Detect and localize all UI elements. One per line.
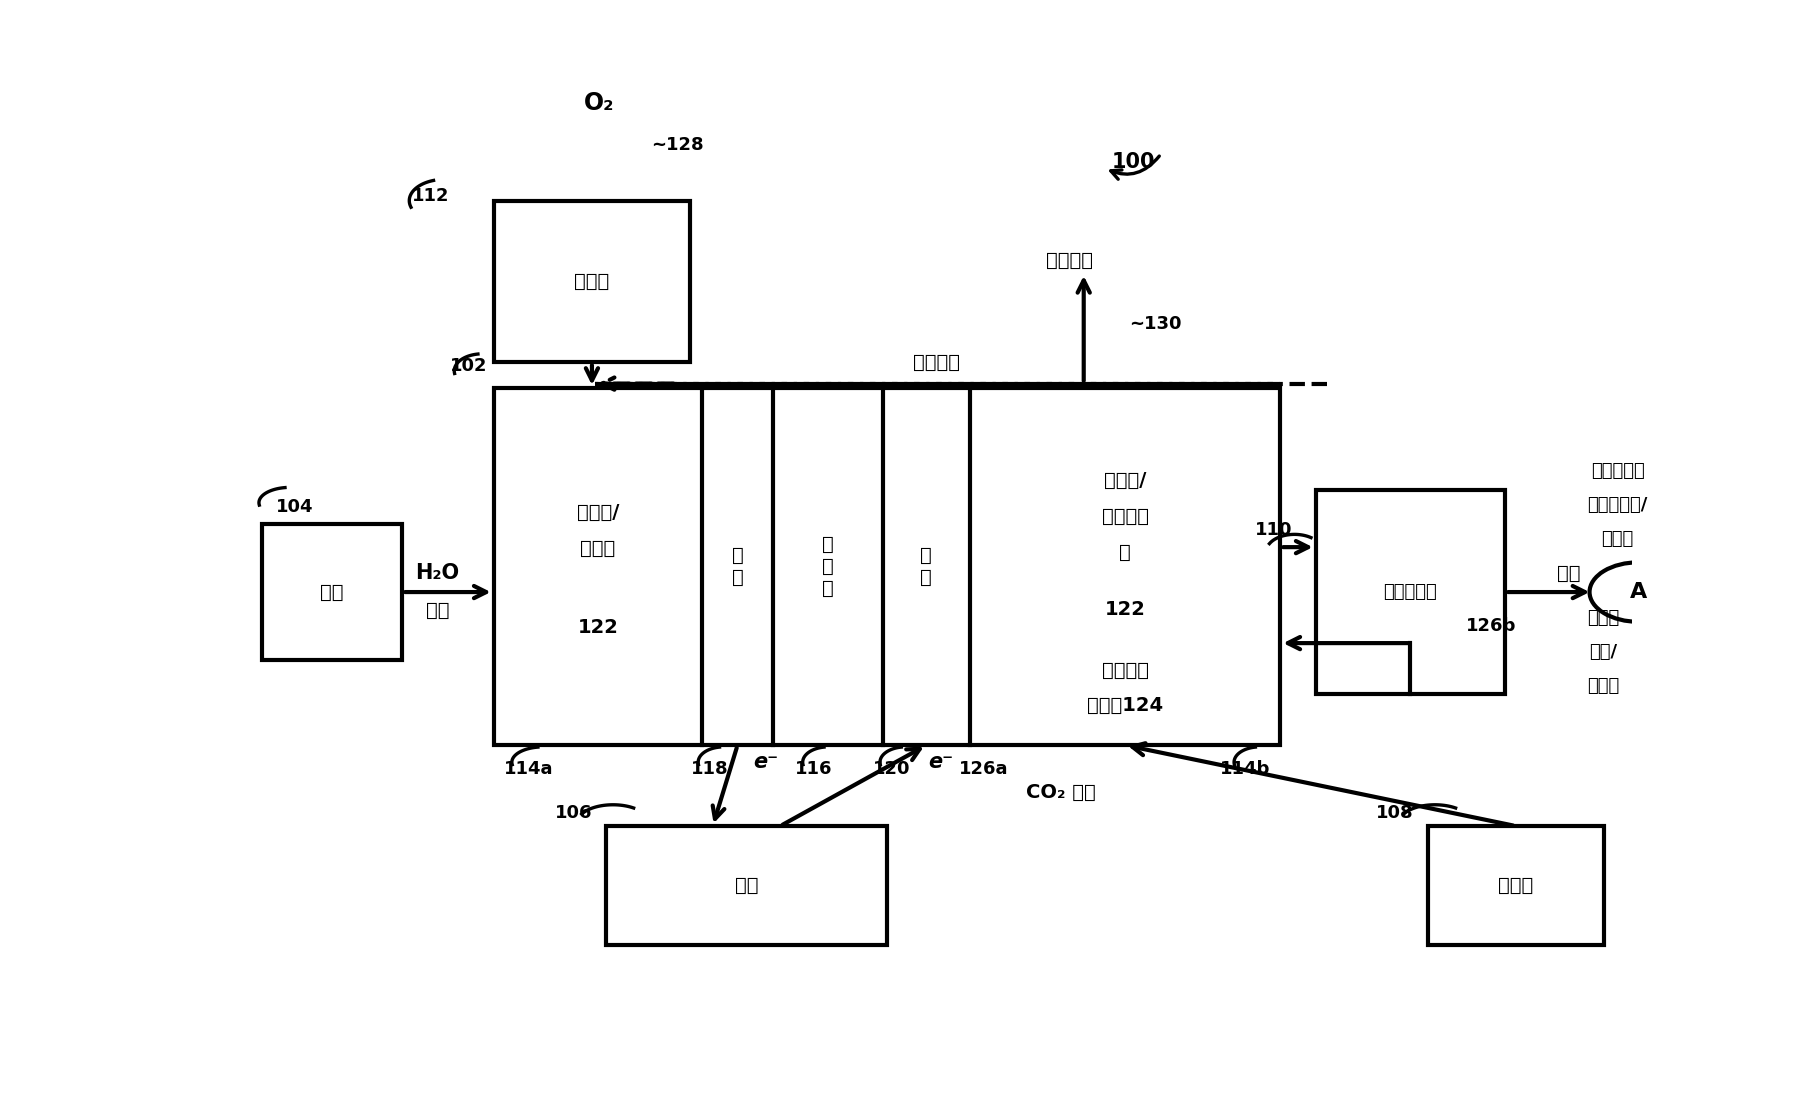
- Text: 同质杂环: 同质杂环: [1102, 661, 1148, 680]
- Text: 液: 液: [1119, 543, 1131, 561]
- Text: 电解液: 电解液: [1601, 529, 1634, 548]
- Text: 122: 122: [1104, 600, 1146, 619]
- Text: 118: 118: [691, 760, 729, 778]
- Text: 126a: 126a: [959, 760, 1008, 778]
- Text: 100: 100: [1111, 152, 1155, 172]
- Bar: [493, 201, 691, 362]
- Text: 输入: 输入: [426, 601, 450, 620]
- Text: 114b: 114b: [1220, 760, 1271, 778]
- Text: CO₂ 输入: CO₂ 输入: [1026, 782, 1095, 801]
- Text: 分
离
器: 分 离 器: [821, 535, 834, 598]
- Text: 催化剂124: 催化剂124: [1088, 696, 1164, 715]
- Bar: [261, 524, 402, 660]
- Text: 电解液: 电解液: [580, 539, 615, 558]
- Bar: [1316, 490, 1505, 694]
- Bar: [1429, 827, 1605, 945]
- Text: 过量气体: 过量气体: [1046, 251, 1093, 270]
- Text: 108: 108: [1376, 804, 1414, 822]
- Text: ~128: ~128: [651, 136, 703, 155]
- Text: 120: 120: [872, 760, 910, 778]
- Text: 阴极电解液/: 阴极电解液/: [1588, 495, 1648, 514]
- Text: 产物: 产物: [1557, 564, 1581, 582]
- Text: 液源: 液源: [321, 582, 344, 601]
- Text: 110: 110: [1255, 522, 1293, 539]
- Text: H₂O: H₂O: [415, 564, 459, 583]
- Text: A: A: [1630, 582, 1648, 602]
- Text: 能源: 能源: [734, 876, 758, 895]
- Text: e⁻: e⁻: [752, 753, 778, 772]
- Text: ~130: ~130: [1129, 315, 1182, 333]
- Text: O₂: O₂: [584, 91, 615, 115]
- Text: 126b: 126b: [1467, 617, 1516, 635]
- Text: 104: 104: [276, 498, 314, 516]
- Text: 输出气体: 输出气体: [912, 352, 959, 371]
- Text: 102: 102: [450, 357, 488, 375]
- Text: 116: 116: [796, 760, 832, 778]
- Text: 106: 106: [555, 804, 593, 822]
- Text: 混有产物的: 混有产物的: [1590, 462, 1644, 480]
- Text: 112: 112: [412, 188, 450, 206]
- Text: 除氧器: 除氧器: [575, 272, 609, 291]
- Text: 产物萃取器: 产物萃取器: [1383, 583, 1438, 601]
- Text: 阳
极: 阳 极: [732, 546, 743, 587]
- Text: 电解液/: 电解液/: [1104, 471, 1146, 491]
- Text: e⁻: e⁻: [928, 753, 954, 772]
- Bar: [493, 388, 1280, 745]
- Text: 阴极电: 阴极电: [1588, 609, 1619, 627]
- Text: 电解液: 电解液: [1588, 676, 1619, 695]
- Text: 气体源: 气体源: [1498, 876, 1534, 895]
- Text: 阳极液/: 阳极液/: [577, 504, 618, 523]
- Bar: [606, 827, 887, 945]
- Text: 解液/: 解液/: [1590, 643, 1617, 661]
- Text: 122: 122: [577, 618, 618, 636]
- Text: 阴
极: 阴 极: [921, 546, 932, 587]
- Text: 阴极电解: 阴极电解: [1102, 507, 1148, 526]
- Text: 114a: 114a: [504, 760, 553, 778]
